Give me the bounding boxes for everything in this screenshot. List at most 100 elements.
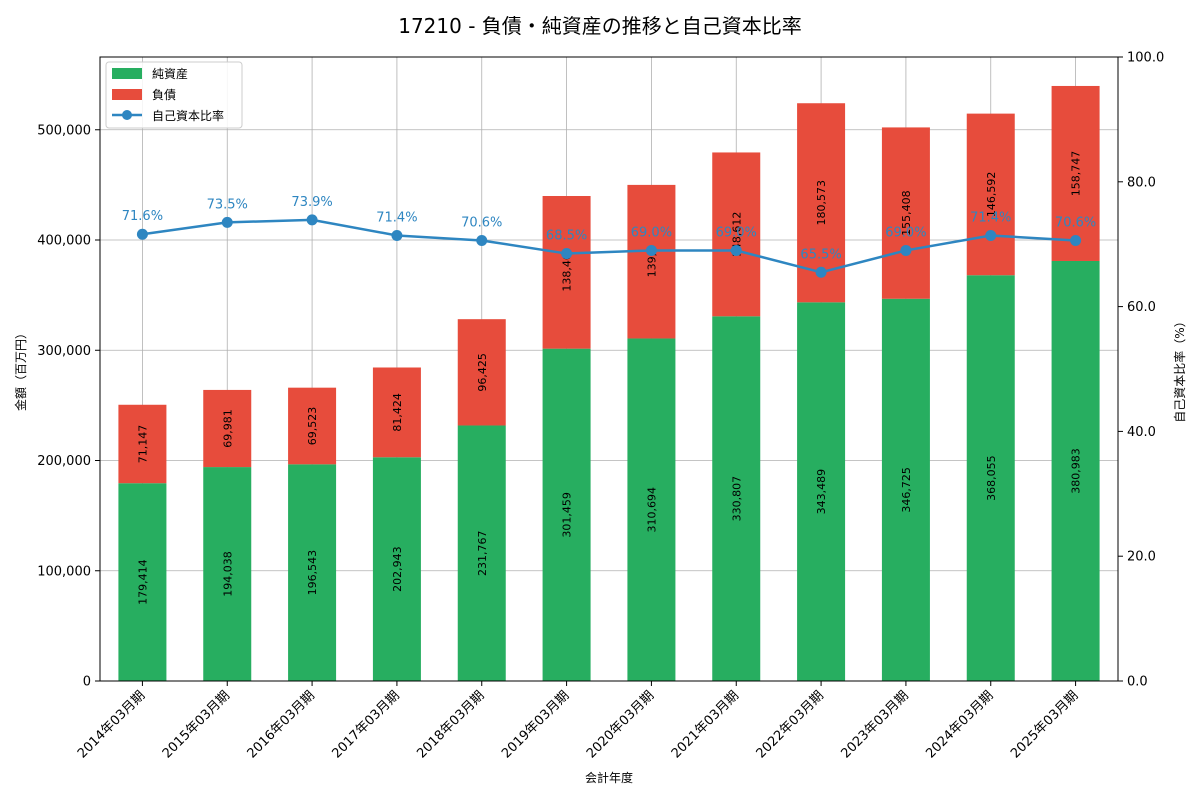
bar-label-net-assets: 380,983 xyxy=(1070,448,1083,494)
bar-liabilities xyxy=(966,113,1015,276)
y2-tick-label: 20.0 xyxy=(1127,550,1156,565)
bar-net-assets xyxy=(372,457,421,681)
y2-tick-label: 80.0 xyxy=(1127,175,1156,190)
x-tick-label: 2015年03月期 xyxy=(160,688,233,761)
bar-net-assets xyxy=(1051,260,1100,681)
bar-label-liabilities: 69,981 xyxy=(221,409,234,448)
bar-label-net-assets: 346,725 xyxy=(900,467,913,513)
bar-label-net-assets: 330,807 xyxy=(730,476,743,522)
bar-label-liabilities: 155,408 xyxy=(900,190,913,236)
ratio-line xyxy=(142,218,1076,274)
bar-label-net-assets: 231,767 xyxy=(476,530,489,576)
ratio-point xyxy=(645,244,657,256)
y-tick-label: 100,000 xyxy=(37,564,91,579)
y2-axis-label: 自己資本比率（%） xyxy=(1172,315,1187,422)
bar-label-liabilities: 81,424 xyxy=(391,393,404,432)
bar-liabilities xyxy=(372,367,421,458)
bar-liabilities xyxy=(1051,85,1100,261)
ratio-point xyxy=(900,244,912,256)
y-tick-label: 500,000 xyxy=(37,123,91,138)
x-tick-label: 2017年03月期 xyxy=(329,688,402,761)
ratio-label: 73.9% xyxy=(291,195,332,210)
bar-label-liabilities: 71,147 xyxy=(136,425,149,464)
ratio-label: 70.6% xyxy=(461,215,502,230)
ratio-point xyxy=(306,214,318,226)
x-tick-label: 2020年03月期 xyxy=(584,688,657,761)
ratio-label: 73.5% xyxy=(207,197,248,212)
bar-net-assets xyxy=(118,483,167,681)
ratio-point xyxy=(221,216,233,228)
legend-label-liabilities: 負債 xyxy=(152,87,176,102)
ratio-label: 68.5% xyxy=(546,229,587,244)
legend-label-net-assets: 純資産 xyxy=(152,66,188,81)
ratio-point xyxy=(136,228,148,240)
ratio-label: 65.5% xyxy=(800,247,841,262)
x-tick-label: 2025年03月期 xyxy=(1008,688,1081,761)
bar-liabilities xyxy=(203,389,252,468)
y2-tick-label: 0.0 xyxy=(1127,675,1148,690)
bar-liabilities xyxy=(712,152,761,317)
x-axis-label: 会計年度 xyxy=(585,770,633,785)
legend-label-ratio: 自己資本比率 xyxy=(152,108,224,123)
bar-net-assets xyxy=(542,348,591,681)
bar-net-assets xyxy=(627,338,676,681)
bar-liabilities xyxy=(457,319,506,426)
ratio-line-group: 71.6% 73.5% 73.9% 71.4% 70.6% 68.5% 69.0% 69.0%… xyxy=(122,195,1096,278)
bar-liabilities xyxy=(881,127,930,299)
bar-liabilities xyxy=(542,196,591,349)
y-axis-label: 金額（百万円） xyxy=(13,327,28,411)
y-axis-left: 0 100,000 200,000 300,000 400,000 500,000 xyxy=(37,123,100,690)
ratio-point xyxy=(985,229,997,241)
y-tick-label: 300,000 xyxy=(37,344,91,359)
ratio-label: 69.0% xyxy=(885,225,926,240)
bar-liabilities xyxy=(627,184,676,339)
ratio-point xyxy=(391,229,403,241)
legend: 純資産 負債 自己資本比率 xyxy=(105,61,243,129)
y-tick-label: 0 xyxy=(83,675,91,690)
bar-net-assets xyxy=(966,275,1015,681)
ratio-point xyxy=(730,244,742,256)
ratio-label: 70.6% xyxy=(1055,215,1096,230)
x-axis: 2014年03月期 2015年03月期 2016年03月期 2017年03月期 2018… xyxy=(75,681,1081,762)
bar-net-assets xyxy=(288,464,337,681)
legend-swatch-liabilities xyxy=(112,89,142,100)
ratio-point xyxy=(1070,234,1082,246)
x-tick-label: 2018年03月期 xyxy=(414,688,487,761)
bar-label-liabilities: 146,592 xyxy=(985,172,998,218)
ratio-label: 71.4% xyxy=(376,210,417,225)
y-axis-right: 0.0 20.0 40.0 60.0 80.0 100.0 xyxy=(1118,51,1164,690)
ratio-label: 69.0% xyxy=(631,225,672,240)
x-tick-label: 2021年03月期 xyxy=(669,688,742,761)
ratio-point xyxy=(815,266,827,278)
y-tick-label: 200,000 xyxy=(37,454,91,469)
bar-label-net-assets: 194,038 xyxy=(221,551,234,597)
bar-label-liabilities: 69,523 xyxy=(306,407,319,446)
bar-label-net-assets: 179,414 xyxy=(136,559,149,605)
bar-label-liabilities: 96,425 xyxy=(476,353,489,392)
legend-swatch-net-assets xyxy=(112,68,142,79)
grid-lines xyxy=(100,57,1118,682)
bar-liabilities xyxy=(118,404,167,484)
bar-label-liabilities: 138,46 xyxy=(561,253,574,292)
bar-label-net-assets: 196,543 xyxy=(306,550,319,596)
y2-tick-label: 60.0 xyxy=(1127,300,1156,315)
bar-label-net-assets: 202,943 xyxy=(391,546,404,592)
bar-label-net-assets: 301,459 xyxy=(561,492,574,538)
ratio-label: 69.0% xyxy=(716,225,757,240)
ratio-label: 71.6% xyxy=(122,209,163,224)
bar-label-net-assets: 368,055 xyxy=(985,455,998,501)
x-tick-label: 2022年03月期 xyxy=(754,688,827,761)
bar-net-assets xyxy=(881,298,930,681)
bar-net-assets xyxy=(712,316,761,681)
y2-tick-label: 100.0 xyxy=(1127,51,1164,66)
ratio-label: 71.4% xyxy=(970,210,1011,225)
bar-net-assets xyxy=(797,302,846,681)
bar-label-net-assets: 343,489 xyxy=(815,469,828,515)
bar-label-liabilities: 180,573 xyxy=(815,180,828,226)
bar-label-net-assets: 310,694 xyxy=(645,487,658,532)
bar-labels-group: 179,414 71,147 194,038 69,981 196,543 69,523 2… xyxy=(136,151,1082,605)
x-tick-label: 2014年03月期 xyxy=(75,688,148,761)
bar-net-assets xyxy=(203,467,252,681)
chart-title: 17210 - 負債・純資産の推移と自己資本比率 xyxy=(398,14,802,38)
